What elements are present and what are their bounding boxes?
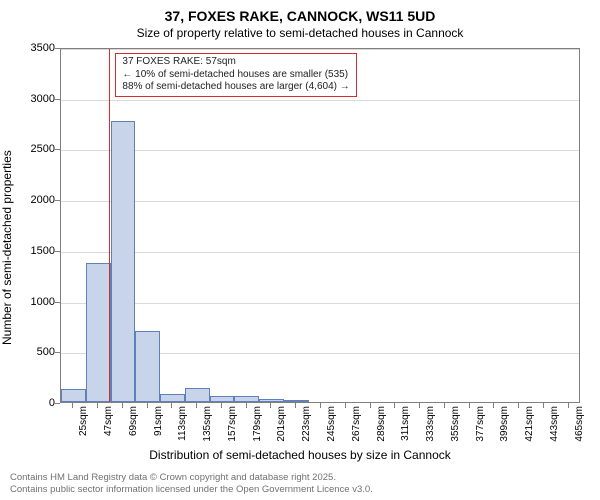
gridline (61, 201, 579, 202)
y-tick-label: 500 (15, 346, 55, 358)
x-tick-mark (196, 403, 197, 408)
y-tick-mark (55, 352, 60, 353)
x-tick-mark (122, 403, 123, 408)
y-tick-label: 2500 (15, 143, 55, 155)
x-tick-label: 201sqm (276, 406, 287, 450)
y-tick-label: 3000 (15, 93, 55, 105)
histogram-bar (111, 121, 136, 402)
x-tick-label: 69sqm (128, 406, 139, 450)
annotation-box: 37 FOXES RAKE: 57sqm← 10% of semi-detach… (115, 53, 356, 97)
x-tick-mark (518, 403, 519, 408)
histogram-bar (86, 263, 111, 402)
x-tick-mark (72, 403, 73, 408)
x-axis-label: Distribution of semi-detached houses by … (0, 448, 600, 462)
x-tick-label: 377sqm (475, 406, 486, 450)
y-tick-mark (55, 149, 60, 150)
x-tick-label: 399sqm (499, 406, 510, 450)
annotation-line-3: 88% of semi-detached houses are larger (… (122, 81, 349, 94)
x-tick-label: 421sqm (524, 406, 535, 450)
x-tick-mark (543, 403, 544, 408)
x-tick-mark (493, 403, 494, 408)
x-tick-label: 267sqm (351, 406, 362, 450)
y-tick-label: 0 (15, 397, 55, 409)
y-axis-label: Number of semi-detached properties (0, 30, 14, 225)
histogram-bar (284, 400, 309, 402)
plot-area: 37 FOXES RAKE: 57sqm← 10% of semi-detach… (60, 48, 580, 403)
y-tick-mark (55, 302, 60, 303)
x-tick-label: 223sqm (301, 406, 312, 450)
y-tick-label: 1500 (15, 245, 55, 257)
footer-attribution: Contains HM Land Registry data © Crown c… (10, 472, 373, 496)
y-tick-mark (55, 403, 60, 404)
chart-subtitle: Size of property relative to semi-detach… (0, 24, 600, 40)
y-tick-mark (55, 251, 60, 252)
gridline (61, 303, 579, 304)
annotation-line-2: ← 10% of semi-detached houses are smalle… (122, 69, 349, 82)
chart-container: 37, FOXES RAKE, CANNOCK, WS11 5UD Size o… (0, 0, 600, 500)
marker-line (109, 49, 110, 402)
x-tick-label: 465sqm (574, 406, 585, 450)
x-tick-mark (246, 403, 247, 408)
x-tick-label: 47sqm (103, 406, 114, 450)
x-tick-label: 135sqm (202, 406, 213, 450)
gridline (61, 100, 579, 101)
x-tick-mark (419, 403, 420, 408)
x-tick-label: 179sqm (252, 406, 263, 450)
footer-line-2: Contains public sector information licen… (10, 484, 373, 496)
x-tick-label: 25sqm (78, 406, 89, 450)
y-tick-mark (55, 200, 60, 201)
x-tick-label: 311sqm (400, 406, 411, 450)
x-tick-label: 91sqm (153, 406, 164, 450)
x-tick-mark (345, 403, 346, 408)
x-tick-mark (394, 403, 395, 408)
x-tick-mark (469, 403, 470, 408)
x-tick-mark (295, 403, 296, 408)
x-tick-mark (97, 403, 98, 408)
x-tick-mark (444, 403, 445, 408)
x-tick-label: 355sqm (450, 406, 461, 450)
x-tick-label: 289sqm (376, 406, 387, 450)
x-tick-mark (171, 403, 172, 408)
y-tick-label: 2000 (15, 194, 55, 206)
gridline (61, 49, 579, 50)
histogram-bar (160, 394, 185, 402)
x-tick-label: 157sqm (227, 406, 238, 450)
gridline (61, 252, 579, 253)
y-tick-label: 3500 (15, 42, 55, 54)
x-tick-mark (270, 403, 271, 408)
y-tick-label: 1000 (15, 296, 55, 308)
gridline (61, 150, 579, 151)
x-tick-mark (147, 403, 148, 408)
histogram-bar (234, 396, 259, 402)
x-tick-mark (221, 403, 222, 408)
x-tick-label: 113sqm (177, 406, 188, 450)
histogram-bar (135, 331, 160, 402)
footer-line-1: Contains HM Land Registry data © Crown c… (10, 472, 373, 484)
x-tick-label: 443sqm (549, 406, 560, 450)
y-tick-mark (55, 99, 60, 100)
histogram-bar (185, 388, 210, 402)
x-tick-label: 245sqm (326, 406, 337, 450)
x-tick-label: 333sqm (425, 406, 436, 450)
chart-title: 37, FOXES RAKE, CANNOCK, WS11 5UD (0, 0, 600, 24)
y-tick-mark (55, 48, 60, 49)
x-tick-mark (370, 403, 371, 408)
histogram-bar (61, 389, 86, 402)
histogram-bar (259, 399, 284, 402)
annotation-line-1: 37 FOXES RAKE: 57sqm (122, 56, 349, 69)
histogram-bar (210, 396, 235, 402)
x-tick-mark (568, 403, 569, 408)
x-tick-mark (320, 403, 321, 408)
